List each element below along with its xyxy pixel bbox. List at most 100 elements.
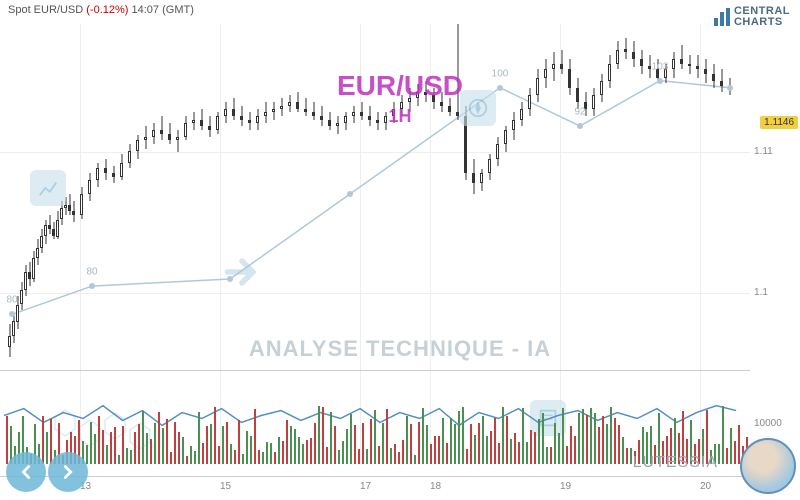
candle xyxy=(168,123,171,144)
nav-prev-button[interactable] xyxy=(6,452,46,492)
volume-bar xyxy=(318,406,320,464)
indicator-label: 80 xyxy=(6,295,17,306)
volume-bar xyxy=(90,422,92,464)
volume-bar xyxy=(502,407,504,464)
indicator-label: 80 xyxy=(86,267,97,278)
candle xyxy=(712,64,715,88)
time-axis: 131517181920 xyxy=(0,476,750,496)
candle xyxy=(520,102,523,126)
volume-bar xyxy=(394,444,396,464)
volume-bar xyxy=(534,432,536,464)
volume-bar xyxy=(426,425,428,464)
volume-bar xyxy=(262,452,264,464)
volume-bar xyxy=(186,456,188,464)
candle xyxy=(672,52,675,78)
candle xyxy=(512,112,515,140)
volume-bar xyxy=(550,447,552,464)
volume-bar xyxy=(438,436,440,465)
volume-bar xyxy=(558,433,560,464)
candle xyxy=(360,102,363,120)
volume-bar xyxy=(250,436,252,464)
volume-bar xyxy=(522,408,524,465)
volume-bar xyxy=(122,426,124,464)
volume-bar xyxy=(554,423,556,464)
volume-bar xyxy=(622,437,624,464)
volume-bar xyxy=(322,407,324,464)
volume-bar xyxy=(106,445,108,464)
volume-bar xyxy=(626,448,628,464)
volume-bar xyxy=(586,415,588,464)
volume-bar xyxy=(618,425,620,464)
volume-bar xyxy=(594,413,596,464)
volume-chart[interactable] xyxy=(0,370,750,464)
candle xyxy=(592,88,595,116)
volume-bar xyxy=(102,430,104,464)
indicator-point xyxy=(9,311,15,317)
volume-bar xyxy=(166,419,168,464)
candle xyxy=(68,194,71,215)
candle xyxy=(568,59,571,94)
volume-bar xyxy=(198,412,200,464)
volume-bar xyxy=(150,439,152,464)
candle xyxy=(52,222,55,239)
volume-bar xyxy=(414,455,416,464)
candle xyxy=(48,215,51,233)
volume-bar xyxy=(294,429,296,464)
candle xyxy=(344,112,347,130)
volume-bar xyxy=(386,409,388,464)
candle xyxy=(240,106,243,126)
candle xyxy=(96,163,99,187)
vol-tick: 10000 xyxy=(754,418,782,429)
candle xyxy=(128,144,131,168)
volume-bar xyxy=(482,416,484,465)
volume-bar xyxy=(326,447,328,464)
current-price-badge: 1.1146 xyxy=(760,116,798,129)
volume-bar xyxy=(470,424,472,464)
watermark-timeframe: 1H xyxy=(388,106,411,127)
volume-bar xyxy=(486,436,488,464)
nav-next-button[interactable] xyxy=(48,452,88,492)
volume-bar xyxy=(142,411,144,464)
volume-bar xyxy=(154,423,156,464)
candle xyxy=(288,95,291,112)
volume-bar xyxy=(590,408,592,464)
volume-bar xyxy=(354,425,356,464)
candle xyxy=(720,69,723,92)
volume-bar xyxy=(506,416,508,464)
volume-bar xyxy=(726,448,728,464)
volume-bar xyxy=(314,423,316,464)
volume-bar xyxy=(574,436,576,464)
indicator-point xyxy=(347,191,353,197)
volume-bar xyxy=(218,446,220,464)
candle xyxy=(320,106,323,126)
volume-bar xyxy=(566,446,568,464)
volume-bar xyxy=(494,418,496,464)
candle xyxy=(496,137,499,165)
volume-bar xyxy=(378,446,380,464)
volume-bar xyxy=(266,442,268,464)
candle xyxy=(32,251,35,282)
volume-bar xyxy=(738,425,740,464)
volume-bar xyxy=(306,440,308,464)
candle xyxy=(312,102,315,120)
volume-bar xyxy=(94,434,96,464)
deco-chart-icon xyxy=(30,170,66,206)
indicator-label: 100 xyxy=(492,68,509,79)
candle xyxy=(72,201,75,222)
volume-bar xyxy=(302,444,304,464)
volume-bar xyxy=(114,427,116,464)
volume-bar xyxy=(130,450,132,464)
candle xyxy=(216,112,219,135)
volume-bar xyxy=(146,433,148,464)
volume-bar xyxy=(474,435,476,464)
time-label: 14:07 xyxy=(132,4,160,16)
volume-bar xyxy=(246,431,248,464)
pair-label: Spot EUR/USD xyxy=(8,4,83,16)
volume-bar xyxy=(442,418,444,464)
assistant-avatar[interactable] xyxy=(740,438,796,494)
volume-bar xyxy=(562,408,564,464)
volume-bar xyxy=(518,442,520,464)
candle xyxy=(36,239,39,265)
candle xyxy=(280,98,283,116)
volume-bar xyxy=(614,418,616,464)
